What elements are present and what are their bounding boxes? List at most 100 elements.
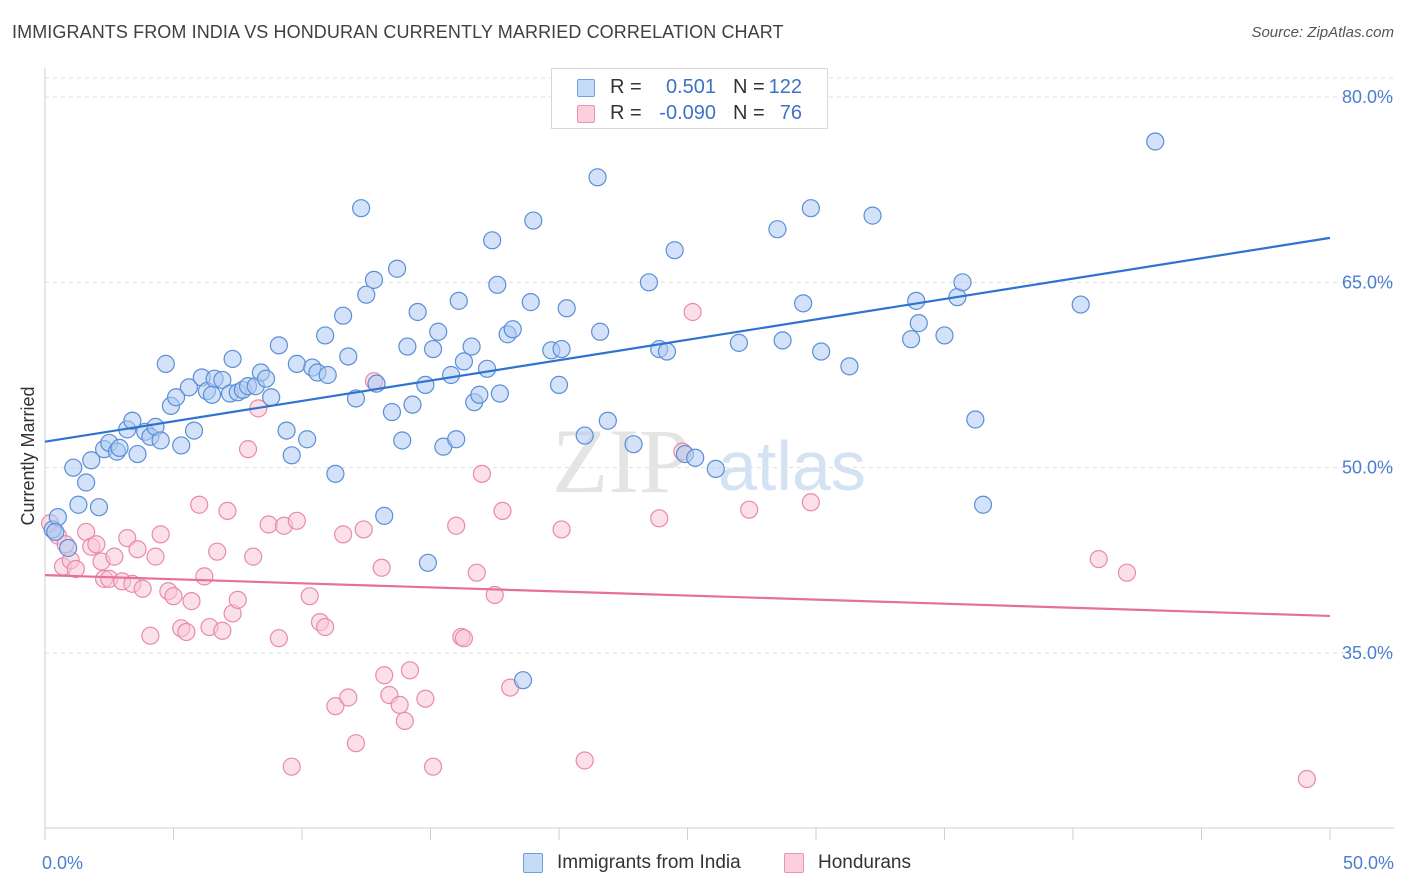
legend-n-label: N = [733,102,765,124]
hondurans-point [1089,549,1108,569]
india-point [408,302,427,322]
hondurans-point [552,520,571,539]
india-point [729,333,749,352]
india-point [901,330,921,349]
hondurans-point [650,509,669,528]
legend-n-value: 76 [779,102,802,124]
india-point [166,388,186,407]
stats-legend: R = 0.501 N = 122 R = -0.090 N = 76 [551,68,828,129]
india-point [339,347,358,366]
hondurans-point [269,629,288,648]
legend-r-value: 0.501 [665,76,716,98]
y-tick-label: 80.0% [1342,87,1393,107]
hondurans-point [467,563,486,582]
hondurans-point [375,666,394,685]
legend-r-label: R = [610,76,642,98]
india-point [503,320,522,339]
hondurans-point [395,711,414,731]
india-point [59,538,78,558]
hondurans-point [105,547,124,566]
india-point [909,314,928,333]
hondurans-point [141,626,160,645]
india-point [393,431,412,450]
india-point [483,231,502,250]
india-point [706,459,725,479]
india-point [423,339,443,359]
india-point [812,342,831,361]
legend-r-value: -0.090 [659,102,716,124]
watermark-atlas: atlas [718,427,866,505]
india-point [282,446,301,465]
y-axis-label: Currently Married [18,386,38,525]
india-point [470,385,489,404]
india-point [123,411,142,430]
india-point [262,388,281,407]
india-point [269,336,288,355]
india-point [552,339,571,359]
y-tick-label: 50.0% [1342,458,1393,478]
x-tick-labels: 0.0% 50.0% [42,853,1394,873]
india-point [326,464,345,483]
india-point [953,273,972,292]
india-point [179,378,199,397]
watermark: ZIP atlas [552,410,866,512]
india-point [449,291,468,310]
india-point [352,199,371,218]
hondurans-point [423,757,443,776]
hondurans-point [287,511,306,530]
india-point [418,553,438,572]
legend-label-india: Immigrants from India [557,852,741,873]
hondurans-point [218,501,237,521]
legend-swatch-india [577,79,595,97]
hondurans-point [282,757,301,776]
hondurans-point [1117,563,1137,582]
y-tick-label: 65.0% [1342,272,1393,292]
india-point [64,458,83,477]
india-point [557,299,576,318]
india-point [48,507,67,527]
india-point [213,370,232,390]
hondurans-point [339,688,358,707]
legend-row-india: R = 0.501 N = 122 [552,75,827,101]
hondurans-point [228,590,247,609]
legend-label-hondurans: Hondurans [818,852,911,873]
hondurans-point [390,695,409,714]
india-point [46,522,65,542]
hondurans-point [208,542,227,561]
india-point [128,444,147,464]
hondurans-point [447,516,466,535]
source-label: Source: ZipAtlas.com [1251,24,1394,41]
india-point [588,168,607,187]
hondurans-point [1297,769,1316,789]
india-point [768,220,787,239]
hondurans-point [416,689,435,708]
hondurans-point [316,617,335,637]
hondurans-points [41,302,1316,789]
india-point [801,199,820,218]
india-points [43,132,1165,690]
india-point [488,275,507,294]
hondurans-point [213,621,232,640]
india-point [575,426,594,445]
india-point [477,359,497,378]
india-point [657,342,677,361]
india-point [447,430,466,449]
hondurans-point [177,622,196,642]
india-point [591,322,610,341]
india-point [429,322,448,341]
x-tick-label-max: 50.0% [1343,853,1394,873]
india-point [935,326,954,345]
hondurans-point [151,525,170,544]
india-point [966,410,985,429]
axes [44,68,1394,840]
hondurans-point [400,661,420,680]
hondurans-point [485,585,504,605]
hondurans-trend-line [44,574,1331,618]
india-point [364,270,384,289]
trend-lines [44,236,1331,618]
hondurans-point [133,579,152,598]
hondurans-point [195,567,214,586]
india-point [398,337,417,356]
y-tick-labels: 35.0% 50.0% 65.0% 80.0% [1342,87,1393,663]
